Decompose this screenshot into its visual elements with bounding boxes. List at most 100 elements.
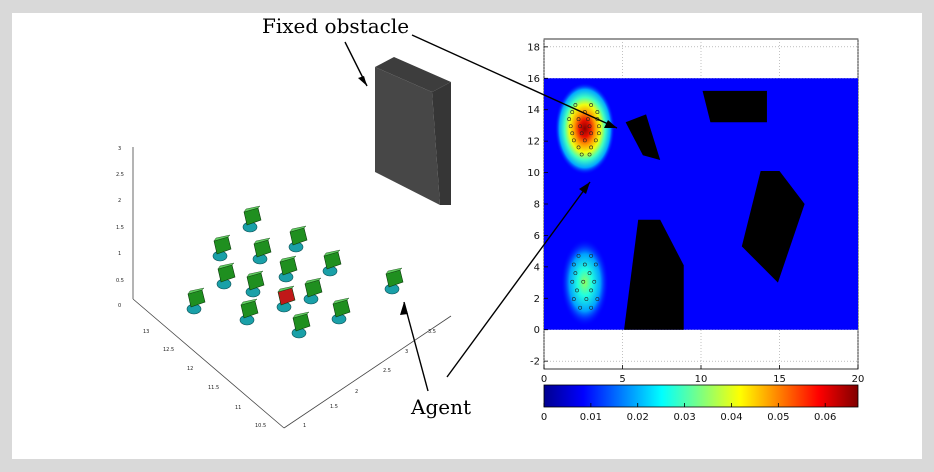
y-tick-label: 6 xyxy=(534,231,540,242)
agent-top xyxy=(243,205,261,213)
agent xyxy=(212,234,232,262)
agent-group xyxy=(186,205,404,339)
sample-point xyxy=(576,145,581,150)
colorbar-tick-label: 0 xyxy=(541,412,547,423)
x-tick-label: 15 xyxy=(773,374,786,385)
obstacle-polygons xyxy=(624,90,805,330)
y-tick-label: 13 xyxy=(143,329,149,335)
y-tick-label: 10.5 xyxy=(255,423,266,429)
agent-top xyxy=(187,287,205,295)
sample-point xyxy=(592,279,597,284)
sample-point xyxy=(570,110,575,114)
sample-point xyxy=(576,253,581,258)
agent-top xyxy=(323,249,341,257)
sample-point xyxy=(571,262,576,267)
sample-point xyxy=(587,152,592,157)
agent xyxy=(278,255,298,283)
y-tick-label: 18 xyxy=(527,42,540,53)
obstacle-side-face xyxy=(432,82,451,205)
sample-point xyxy=(589,305,594,310)
y-tick-label: 12 xyxy=(527,137,540,148)
agent xyxy=(384,267,404,295)
sample-point xyxy=(597,124,601,129)
agent xyxy=(291,311,311,339)
agent-top xyxy=(213,234,231,242)
agent-top xyxy=(332,297,350,305)
sample-point xyxy=(586,117,590,122)
z-tick-label: 2 xyxy=(118,198,121,204)
x-tick-label: 3.5 xyxy=(428,329,436,335)
sample-point xyxy=(578,124,583,129)
y-tick-label: 12 xyxy=(187,366,193,372)
agent-top xyxy=(292,311,310,319)
colorbar-tick-label: 0.01 xyxy=(580,412,602,423)
sample-point xyxy=(570,279,575,284)
sample-point xyxy=(581,279,586,284)
x-tick-label: 0 xyxy=(541,374,547,385)
agent xyxy=(322,249,342,277)
x-tick-label: 10 xyxy=(695,374,708,385)
agent xyxy=(288,225,308,253)
x-axis-ticks: 1 1.5 2 2.5 3 3.5 xyxy=(303,329,436,429)
sample-point xyxy=(593,138,598,143)
agent-top xyxy=(246,270,264,278)
z-tick-label: 2.5 xyxy=(116,172,124,178)
y-tick-label: 8 xyxy=(534,200,540,211)
agent xyxy=(331,297,351,325)
agent-top xyxy=(277,285,295,293)
agent-label: Agent xyxy=(410,395,471,419)
sample-point xyxy=(567,117,572,122)
sample-point xyxy=(593,262,598,267)
y-tick-label: 14 xyxy=(527,105,540,116)
z-tick-label: 3 xyxy=(118,146,121,152)
y-tick-label: 12.5 xyxy=(163,347,174,353)
colorbar-tick-label: 0.02 xyxy=(627,412,649,423)
scene-3d: 0 0.5 1 1.5 2 2.5 3 13 12.5 12 11.5 1 1 1… xyxy=(116,38,452,429)
sample-point xyxy=(595,110,600,114)
agent xyxy=(186,287,206,315)
agent-top xyxy=(217,262,235,270)
x-tick-label: 1.5 xyxy=(330,404,338,410)
y-axis-line xyxy=(132,298,285,429)
sample-point xyxy=(571,138,576,143)
agent xyxy=(216,262,236,290)
x-tick-label: 20 xyxy=(852,374,865,385)
sample-point xyxy=(582,262,587,267)
arrowhead xyxy=(604,120,617,128)
sample-point xyxy=(579,131,584,136)
colorbar-tick-label: 0.03 xyxy=(673,412,695,423)
agent-top xyxy=(253,237,271,245)
colorbar-tick-label: 0.05 xyxy=(767,412,789,423)
agent-top xyxy=(304,277,322,285)
sample-point xyxy=(573,271,578,276)
z-tick-label: 1 xyxy=(118,251,121,257)
y-tick-label: 0 xyxy=(534,325,540,336)
x-tick-label: 5 xyxy=(619,374,625,385)
colorbar-ticks: 0 0.01 0.02 0.03 0.04 0.05 0.06 xyxy=(541,403,836,423)
y-axis-ticks: -2 0 2 4 6 8 10 12 14 16 18 xyxy=(527,42,548,368)
fixed-obstacle-label: Fixed obstacle xyxy=(262,14,409,38)
sample-point xyxy=(597,131,601,136)
agent-arrow-right xyxy=(446,181,591,378)
x-axis-line xyxy=(283,315,452,429)
z-tick-label: 0 xyxy=(118,303,121,309)
agent xyxy=(242,205,262,233)
agent-top xyxy=(289,225,307,233)
z-axis-ticks: 0 0.5 1 1.5 2 2.5 3 xyxy=(116,146,124,309)
sample-point xyxy=(589,253,594,258)
sample-point xyxy=(573,103,578,107)
y-tick-label: 16 xyxy=(527,74,540,85)
obstacle-polygon xyxy=(625,114,661,160)
sample-point xyxy=(571,297,576,301)
colorbar-tick-label: 0.04 xyxy=(720,412,742,423)
y-tick-label: 11.5 xyxy=(208,385,219,391)
obstacle-polygon xyxy=(702,90,767,123)
agent-top xyxy=(385,267,403,275)
sample-point xyxy=(587,124,592,129)
agent xyxy=(303,277,323,305)
z-tick-label: 1.5 xyxy=(116,225,124,231)
sample-point xyxy=(579,152,584,157)
sample-point xyxy=(595,297,600,301)
